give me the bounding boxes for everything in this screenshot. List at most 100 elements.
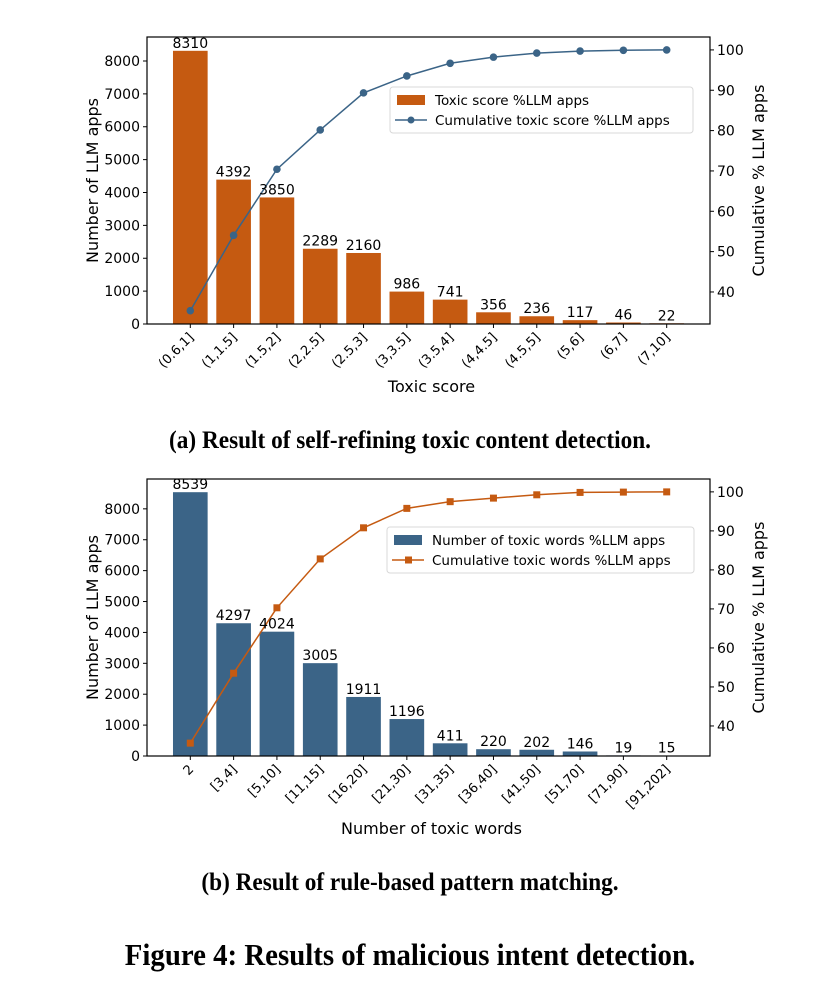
- y-tick-label: 3000: [104, 656, 140, 672]
- cumulative-line: [189, 491, 667, 744]
- data-labels: 8539 4297 4024 3005 1911 1196 411 220 202 146 19 15: [172, 477, 675, 756]
- y-tick-label: 5000: [104, 595, 140, 611]
- x-tick-label: (7,10]: [635, 330, 673, 368]
- bar-value-label: 236: [523, 301, 550, 317]
- bar-value-label: 3005: [302, 648, 338, 664]
- bar: [562, 751, 598, 756]
- bar-value-label: 2289: [302, 234, 338, 250]
- x-tick-label: (5,6]: [554, 330, 586, 362]
- plot-frame: [146, 36, 711, 325]
- line-layer: [186, 488, 671, 747]
- line-point: [446, 498, 454, 506]
- chart-toxic-score: 0 1000 2000 3000 4000 5000 6000 7000 8000 40 50 60…: [83, 36, 768, 396]
- bar: [302, 248, 338, 324]
- x-axis: (0.6,1] (1,1.5] (1.5,2] (2,2.5] (2.5,3] (3,3.…: [156, 324, 674, 371]
- bar: [216, 179, 251, 324]
- bar-value-label: 19: [614, 740, 632, 756]
- left-axis: 0 1000 2000 3000 4000 5000 6000 7000 8000: [104, 502, 147, 765]
- legend-label-line: Cumulative toxic words %LLM apps: [432, 553, 671, 569]
- y-tick-label: 0: [131, 317, 140, 333]
- x-tick-label: (4.5,5]: [502, 330, 543, 371]
- y-tick-label: 6000: [104, 120, 140, 136]
- line-point: [186, 739, 194, 747]
- legend-label-line: Cumulative toxic score %LLM apps: [435, 113, 670, 129]
- line-point: [273, 165, 281, 174]
- x-tick-label: [21,30]: [370, 762, 414, 806]
- bar: [259, 631, 295, 756]
- bar: [476, 312, 511, 324]
- figure-caption: Figure 4: Results of malicious intent de…: [124, 937, 696, 972]
- bar-value-label: 15: [658, 741, 676, 757]
- line-point: [489, 494, 497, 502]
- bar-value-label: 3850: [259, 182, 295, 198]
- bar-value-label: 356: [480, 297, 507, 313]
- y-tick-label-right: 70: [717, 602, 735, 618]
- line-point: [403, 72, 411, 80]
- bars-layer: [172, 50, 685, 325]
- bar-value-label: 220: [480, 734, 507, 750]
- line-point: [619, 488, 627, 496]
- line-point: [619, 46, 628, 55]
- line-point: [533, 491, 541, 499]
- x-tick-label: 2: [181, 762, 197, 778]
- y-tick-label: 8000: [104, 54, 140, 70]
- bar: [302, 663, 338, 756]
- x-tick-label: [3,4]: [208, 762, 240, 794]
- y-tick-label-right: 100: [717, 485, 744, 501]
- bar: [216, 623, 251, 756]
- bar-value-label: 4024: [259, 617, 295, 633]
- legend-bar-swatch: [397, 95, 425, 105]
- y-tick-label-right: 80: [717, 124, 735, 140]
- line-point: [229, 231, 238, 240]
- y-axis-title-right: Cumulative % LLM apps: [749, 85, 768, 277]
- caption-b: (b) Result of rule-based pattern matchin…: [201, 869, 619, 896]
- bar: [562, 320, 598, 324]
- y-tick-label-right: 60: [717, 204, 735, 220]
- legend-box: [386, 526, 695, 574]
- bar: [606, 322, 641, 324]
- line-point: [230, 669, 238, 677]
- y-tick-label: 1000: [104, 284, 140, 300]
- x-tick-label: (3,3.5]: [372, 330, 413, 371]
- x-tick-label: (1.5,2]: [243, 330, 284, 371]
- bar-value-label: 22: [658, 308, 676, 324]
- y-tick-label-right: 70: [717, 164, 735, 180]
- bar-value-label: 741: [437, 285, 464, 301]
- y-tick-label: 7000: [104, 533, 140, 549]
- y-tick-label-right: 40: [717, 285, 735, 301]
- bar-value-label: 411: [437, 728, 464, 744]
- caption-a: (a) Result of self-refining toxic conten…: [169, 427, 651, 454]
- line-point: [273, 604, 281, 612]
- y-tick-label-right: 90: [717, 524, 735, 540]
- legend: Number of toxic words %LLM apps Cumulativ…: [386, 526, 695, 574]
- x-axis: 2 [3,4] [5,10] [11,15] [16,20] [21,30] [31,35]…: [181, 756, 674, 812]
- x-tick-label: (1,1.5]: [199, 330, 240, 371]
- line-point: [316, 126, 325, 134]
- y-tick-label: 0: [131, 749, 140, 765]
- y-axis-title-left: Number of LLM apps: [83, 535, 102, 700]
- x-tick-label: [51,70]: [543, 762, 587, 806]
- bar-value-label: 146: [567, 736, 594, 752]
- x-tick-label: (2.5,3]: [329, 330, 370, 371]
- bar-value-label: 1196: [389, 704, 425, 720]
- plot-frame: [146, 478, 711, 757]
- y-tick-label-right: 100: [717, 43, 744, 59]
- line-point: [360, 524, 368, 532]
- y-axis-title-left: Number of LLM apps: [83, 98, 102, 263]
- bars-layer: [172, 492, 685, 756]
- y-tick-label: 7000: [104, 87, 140, 103]
- x-tick-label: [5,10]: [246, 762, 284, 800]
- bar-value-label: 46: [614, 307, 632, 323]
- bar: [389, 719, 425, 756]
- bar-value-label: 117: [567, 305, 594, 321]
- bar-value-label: 8539: [172, 477, 208, 493]
- x-tick-label: [31,35]: [413, 762, 457, 806]
- bar-value-label: 986: [393, 277, 420, 293]
- y-axis-title-right: Cumulative % LLM apps: [749, 522, 768, 714]
- y-tick-label-right: 50: [717, 245, 735, 261]
- bar-value-label: 4392: [216, 165, 252, 181]
- bar-value-label: 2160: [346, 238, 382, 254]
- bar: [346, 696, 381, 756]
- line-point: [532, 49, 541, 57]
- bar: [432, 743, 468, 756]
